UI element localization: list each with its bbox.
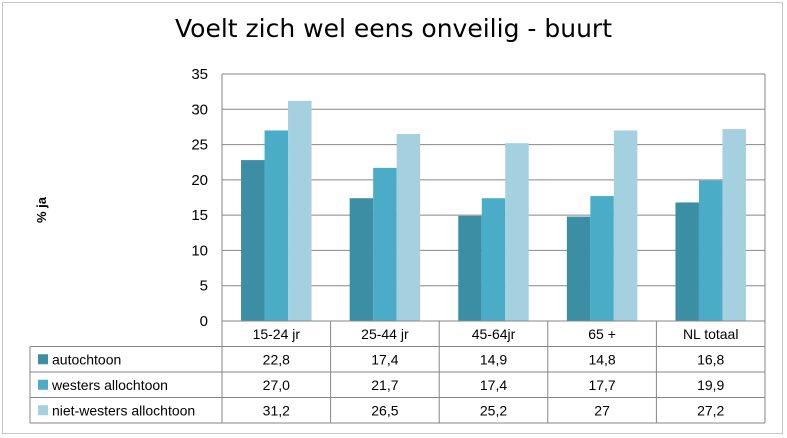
bar <box>264 130 289 321</box>
legend-label: westers allochtoon <box>51 377 168 393</box>
data-label: 17,7 <box>588 377 615 393</box>
legend-key <box>38 379 48 390</box>
y-tick-label: 35 <box>191 66 208 83</box>
x-tick-label: NL totaal <box>683 326 739 342</box>
data-label: 27,2 <box>697 402 724 418</box>
data-label: 14,9 <box>480 351 507 367</box>
x-tick-label: 25-44 jr <box>361 326 409 342</box>
data-label: 31,2 <box>263 402 290 418</box>
bar <box>288 100 312 322</box>
x-tick-label: 65 + <box>588 326 616 342</box>
data-label: 17,4 <box>480 377 507 393</box>
data-label: 17,4 <box>371 351 398 367</box>
y-tick-label: 20 <box>191 172 208 189</box>
data-label: 25,2 <box>480 402 507 418</box>
bar <box>458 215 482 321</box>
bar <box>698 180 723 321</box>
legend-key <box>38 354 48 365</box>
y-tick-label: 15 <box>191 207 208 224</box>
bar <box>590 196 614 321</box>
data-label: 27,0 <box>263 377 290 393</box>
x-tick-label: 15-24 jr <box>253 326 301 342</box>
data-label: 22,8 <box>263 351 290 367</box>
data-label: 14,8 <box>588 351 615 367</box>
bar <box>241 160 265 321</box>
chart-title: Voelt zich wel eens onveilig - buurt <box>174 14 612 43</box>
legend-label: autochtoon <box>52 351 121 367</box>
legend-key <box>38 405 48 416</box>
x-tick-label: 45-64jr <box>472 326 516 342</box>
y-tick-label: 5 <box>200 278 208 295</box>
bar <box>349 198 374 321</box>
data-label: 16,8 <box>697 351 724 367</box>
bar <box>675 202 699 321</box>
data-label: 27 <box>594 402 610 418</box>
y-tick-label: 25 <box>191 137 208 154</box>
bar <box>373 167 397 321</box>
data-label: 19,9 <box>697 377 724 393</box>
bar <box>505 143 529 321</box>
bar <box>396 133 421 321</box>
data-label: 26,5 <box>371 402 398 418</box>
legend-label: niet-westers allochtoon <box>52 402 195 418</box>
bar <box>613 130 638 321</box>
y-tick-label: 30 <box>191 101 208 118</box>
y-tick-label: 10 <box>191 242 208 259</box>
bar <box>481 198 506 321</box>
bar <box>722 129 746 321</box>
bar <box>566 216 591 321</box>
data-label: 21,7 <box>371 377 398 393</box>
y-tick-label: 0 <box>200 313 208 330</box>
